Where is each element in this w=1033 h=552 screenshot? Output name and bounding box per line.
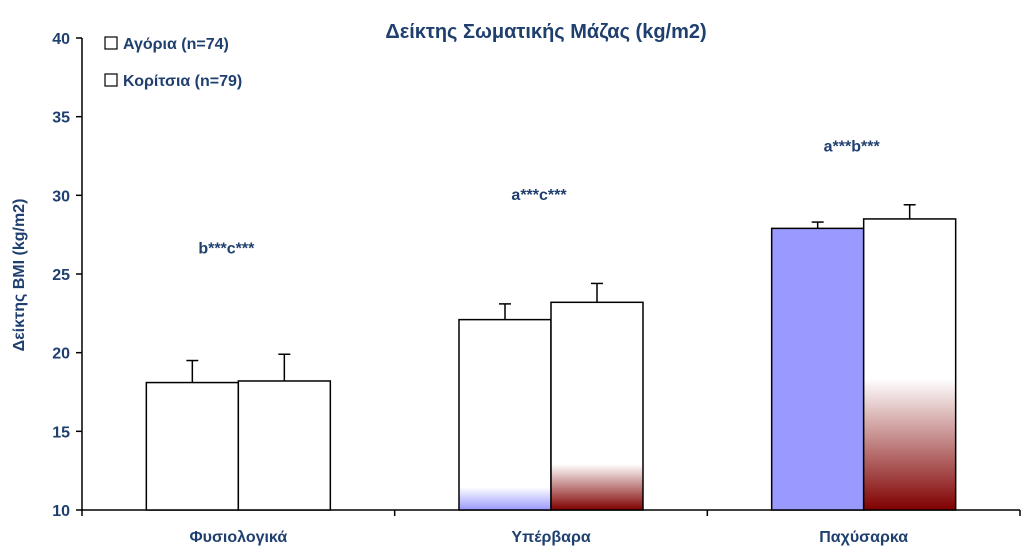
bar-tint [551, 302, 643, 510]
legend: Αγόρια (n=74) Κορίτσια (n=79) [104, 36, 242, 90]
significance-annotation: a***c*** [511, 187, 567, 204]
bar-base [146, 382, 239, 510]
bar-base [238, 380, 331, 510]
significance-annotation: a***b*** [824, 138, 881, 155]
x-tick-label: Φυσιολογικά [190, 529, 288, 546]
bar-tint [771, 228, 864, 510]
y-tick-label: 15 [52, 424, 70, 441]
y-tick-label: 35 [52, 110, 70, 127]
y-tick-label: 30 [52, 188, 70, 205]
significance-annotation: b***c*** [198, 241, 255, 258]
bar-tint [863, 218, 956, 510]
legend-label: Αγόρια (n=74) [123, 36, 229, 53]
y-tick-label: 10 [52, 503, 70, 520]
plot-area: 10 15 20 25 30 35 40 Φυσιολογικά b***c*** Υπέρβαρ… [52, 31, 1021, 546]
y-axis-label: Δείκτης BMI (kg/m2) [11, 199, 28, 352]
x-tick-label: Υπέρβαρα [511, 529, 591, 546]
x-tick-label: Παχύσαρκα [819, 529, 908, 546]
chart-title: Δείκτης Σωματικής Μάζας (kg/m2) [385, 21, 706, 43]
bar-tint [459, 319, 551, 510]
legend-label: Κορίτσια (n=79) [123, 73, 242, 90]
y-tick-label: 25 [52, 267, 70, 284]
legend-swatch [104, 36, 118, 50]
y-tick-label: 40 [52, 31, 70, 48]
legend-swatch [104, 73, 118, 87]
y-tick-label: 20 [52, 346, 70, 363]
